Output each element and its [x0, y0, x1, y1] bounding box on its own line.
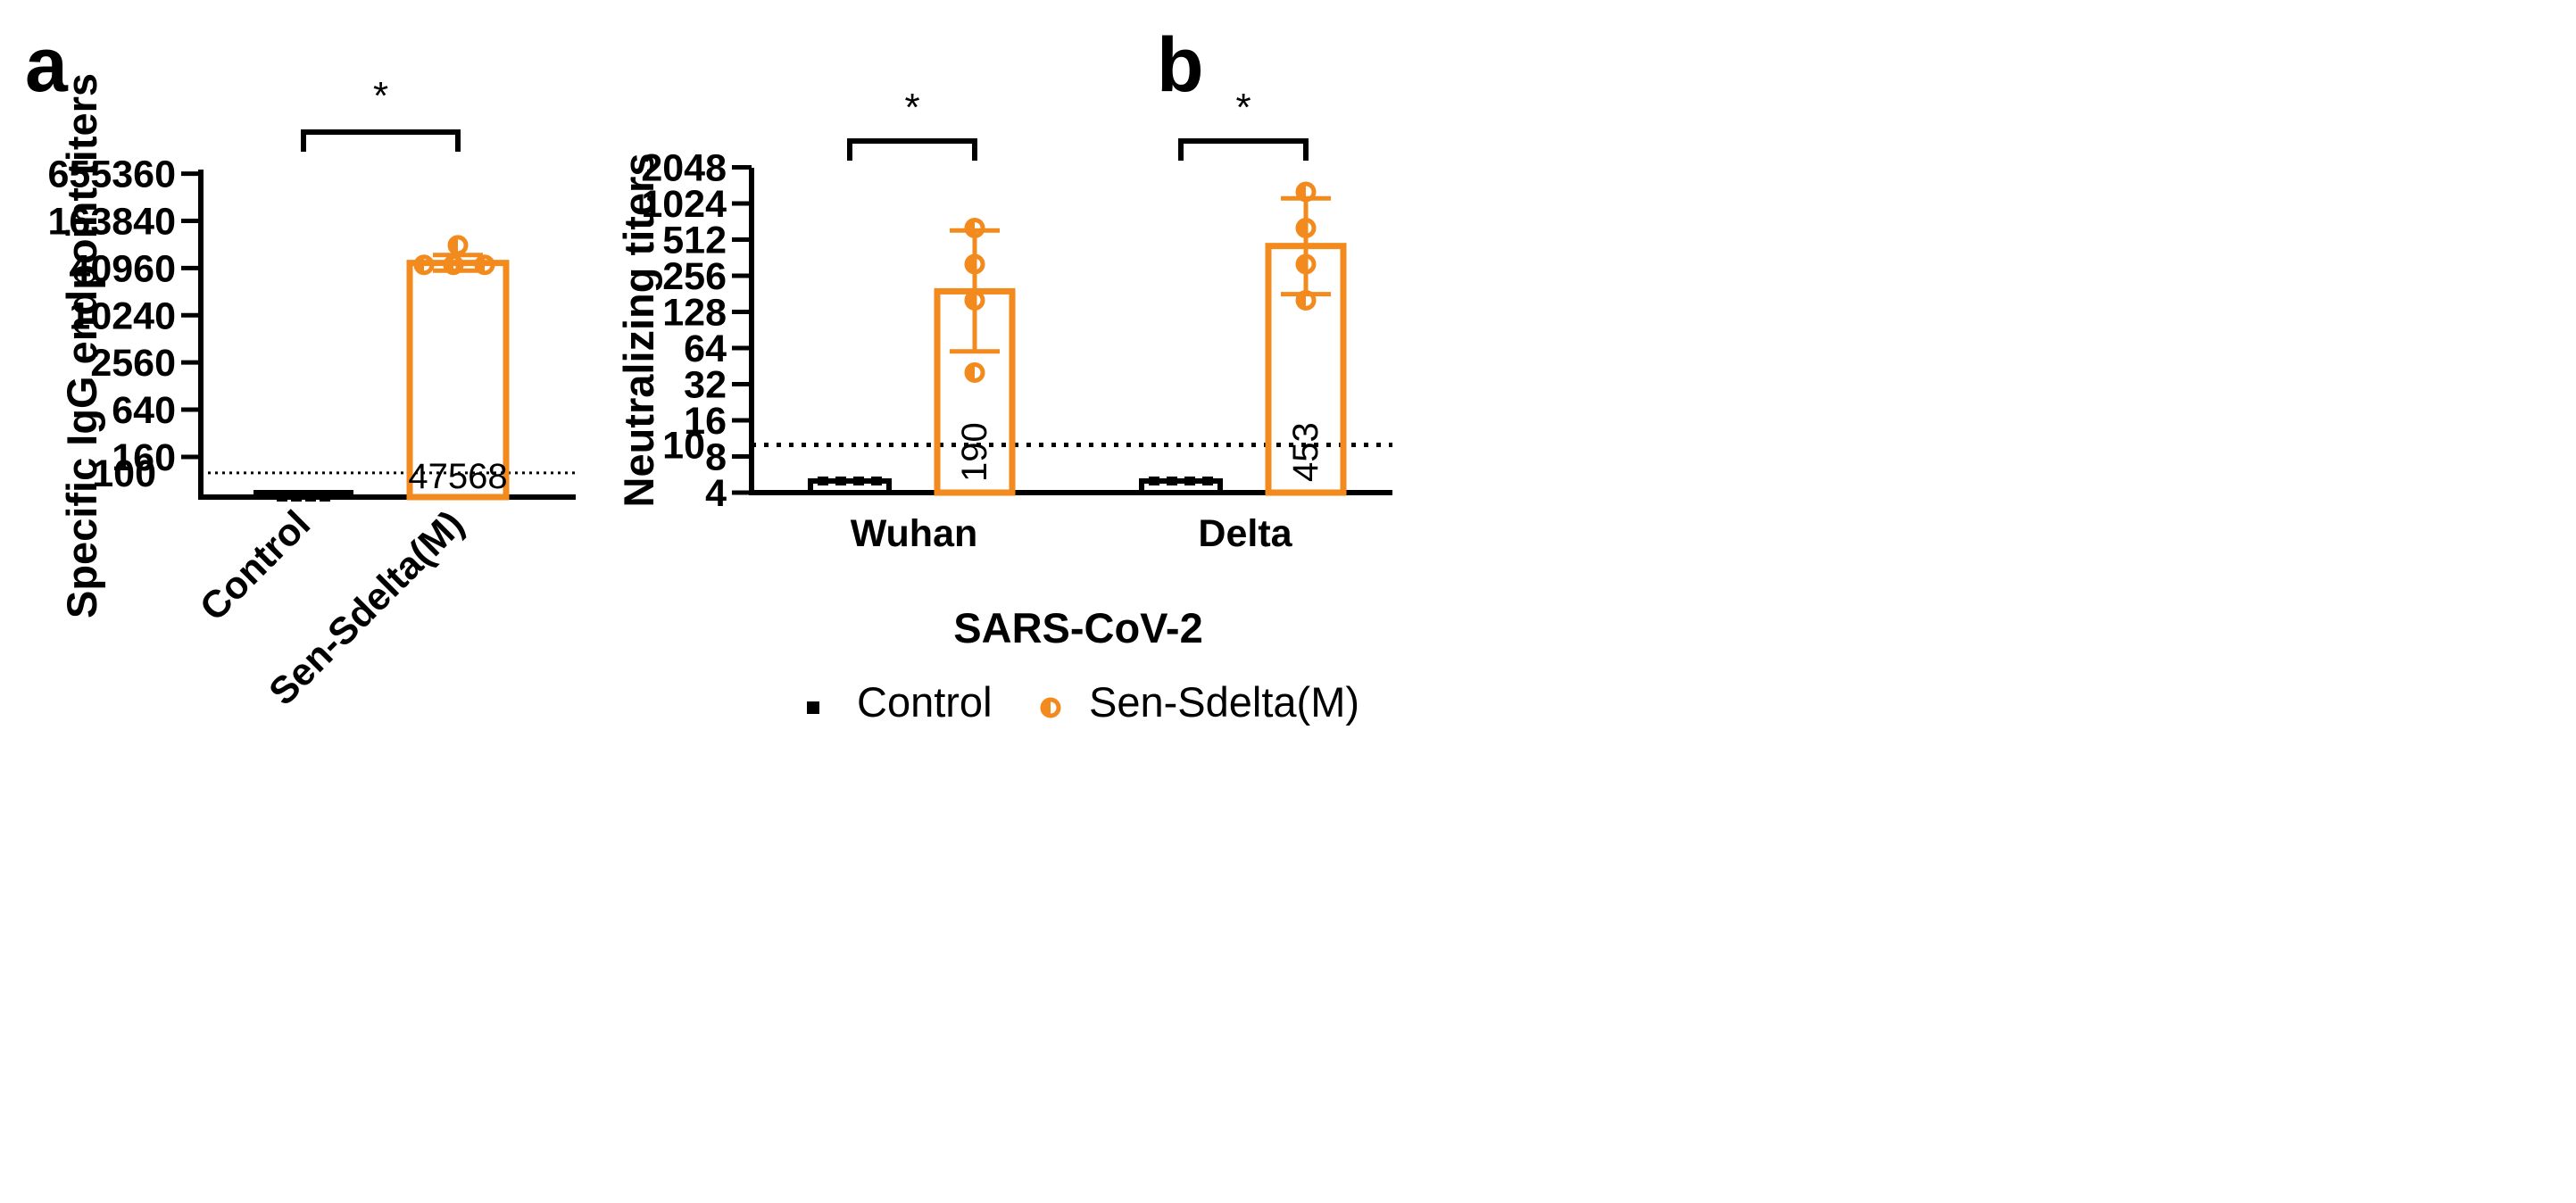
panel-b-tick-label-9: 2048: [641, 147, 727, 190]
panel-b-tick-label-6: 256: [662, 255, 727, 298]
panel-b-point-vaccine-wuhan-3: [964, 361, 985, 383]
panel-b-point-control-delta-3: [1202, 476, 1213, 485]
legend-vaccine-marker-glyph-ring: [1040, 697, 1061, 718]
panel-a-threshold-label: 100: [92, 452, 156, 495]
panel-a-point-control-1: [291, 496, 302, 502]
panel-a-tick-label-1: 640: [112, 389, 176, 432]
panel-b-point-control-delta-2: [1184, 476, 1195, 485]
panel-a-tick-label-3: 10240: [69, 295, 176, 337]
panel-b-tick-label-1: 8: [705, 436, 727, 479]
legend-control-label: Control: [857, 678, 993, 726]
panel-b-point-vaccine-delta-0: [1295, 181, 1317, 203]
panel-b-point-control-wuhan-3: [871, 476, 882, 485]
panel-b-significance: * *: [847, 86, 1309, 161]
panel-b-point-vaccine-wuhan-1: [964, 253, 985, 275]
panel-a-point-control-3: [320, 496, 330, 502]
panel-a-bar-label-vaccine: 47568: [408, 457, 507, 496]
panel-b-tick-label-7: 512: [662, 220, 727, 262]
panel-b-point-vaccine-wuhan-1-ring: [964, 253, 985, 275]
panel-b-bar-label-delta: 453: [1286, 422, 1325, 482]
panel-b-tick-label-8: 1024: [641, 183, 727, 226]
panel-a-point-vaccine-0: [447, 235, 469, 256]
panel-a-point-vaccine-2: [443, 254, 464, 276]
legend-control-marker: [807, 701, 819, 714]
panel-b-threshold-label: 10: [662, 424, 705, 467]
panel-a-y-axis-title: Specific IgG endpoint titers: [58, 73, 105, 618]
panel-b-point-vaccine-delta-2: [1295, 253, 1317, 275]
panel-b-letter: b: [1157, 22, 1204, 108]
panel-b-x-axis-title: SARS-CoV-2: [953, 604, 1202, 651]
panel-a-bars: 47568: [253, 235, 510, 502]
panel-a-point-vaccine-1-ring: [413, 254, 435, 276]
panel-a-tick-label-5: 163840: [48, 200, 177, 243]
panel-b-y-axis-title: Neutralizing titers: [615, 153, 662, 508]
panel-a-point-vaccine-0-ring: [447, 235, 469, 256]
panel-a-bar-control: [253, 490, 353, 500]
panel-a-point-vaccine-3: [474, 254, 495, 276]
panel-b-point-control-delta-1: [1167, 476, 1177, 485]
panel-a-letter: a: [25, 22, 69, 108]
panel-a-point-vaccine-2-ring: [443, 254, 464, 276]
panel-b-point-vaccine-delta-2-ring: [1295, 253, 1317, 275]
legend: Control Sen-Sdelta(M): [807, 678, 1359, 726]
panel-b-group-delta: Delta: [1198, 512, 1292, 555]
panel-a-point-control-2: [305, 496, 316, 502]
panel-a-significance-bracket: [301, 129, 461, 152]
panel-b-point-vaccine-delta-3: [1295, 289, 1317, 311]
panel-b-point-vaccine-wuhan-2-ring: [964, 289, 985, 311]
panel-b-point-control-wuhan-1: [835, 476, 846, 485]
panel-b-group-wuhan: Wuhan: [851, 512, 978, 555]
panel-a-tick-label-0: 160: [112, 436, 176, 479]
panel-a-significance: *: [301, 74, 461, 152]
legend-vaccine-marker: [1040, 697, 1061, 718]
panel-b-point-vaccine-wuhan-0: [964, 217, 985, 238]
panel-b-significance-star-delta: *: [1235, 86, 1251, 129]
panel-b-bars: 190 453: [808, 181, 1347, 496]
panel-b-point-control-delta-0: [1149, 476, 1159, 485]
panel-b-bar-control-delta: [1139, 477, 1223, 496]
panel-b-point-vaccine-delta-0-ring: [1295, 181, 1317, 203]
panel-b-significance-star-wuhan: *: [904, 86, 919, 129]
panel-b-tick-label-5: 128: [662, 292, 727, 335]
panel-b-point-vaccine-delta-1: [1295, 217, 1317, 238]
panel-a-significance-star: *: [373, 74, 388, 118]
panel-a-point-vaccine-3-ring: [474, 254, 495, 276]
panel-b-point-vaccine-delta-3-ring: [1295, 289, 1317, 311]
panel-b-point-vaccine-wuhan-3-ring: [964, 361, 985, 383]
panel-a-tick-label-6: 655360: [48, 153, 177, 196]
panel-a-point-vaccine-1: [413, 254, 435, 276]
panel-b-bar-label-wuhan: 190: [955, 422, 994, 482]
legend-vaccine-label: Sen-Sdelta(M): [1089, 678, 1359, 726]
panel-b-point-control-wuhan-2: [853, 476, 864, 485]
panel-a-category-control: Control: [192, 502, 319, 629]
panel-b-significance-bracket-wuhan: [847, 138, 977, 161]
panel-a-tick-label-4: 40960: [69, 247, 176, 290]
panel-b-tick-label-2: 16: [684, 400, 727, 443]
panel-b-tick-label-3: 32: [684, 364, 727, 407]
panel-a-point-control-0: [277, 496, 287, 502]
panel-b-point-vaccine-delta-1-ring: [1295, 217, 1317, 238]
panel-b-tick-label-4: 64: [684, 328, 727, 370]
panel-b-tick-label-0: 4: [705, 472, 727, 515]
panel-a-tick-label-2: 2560: [90, 342, 176, 385]
panel-b-point-vaccine-wuhan-2: [964, 289, 985, 311]
panel-b-bar-control-wuhan: [808, 477, 892, 496]
panel-b-significance-bracket-delta: [1178, 138, 1309, 161]
panel-b-point-vaccine-wuhan-0-ring: [964, 217, 985, 238]
panel-b-point-control-wuhan-0: [818, 476, 828, 485]
legend-vaccine-marker-glyph: [1040, 697, 1061, 718]
